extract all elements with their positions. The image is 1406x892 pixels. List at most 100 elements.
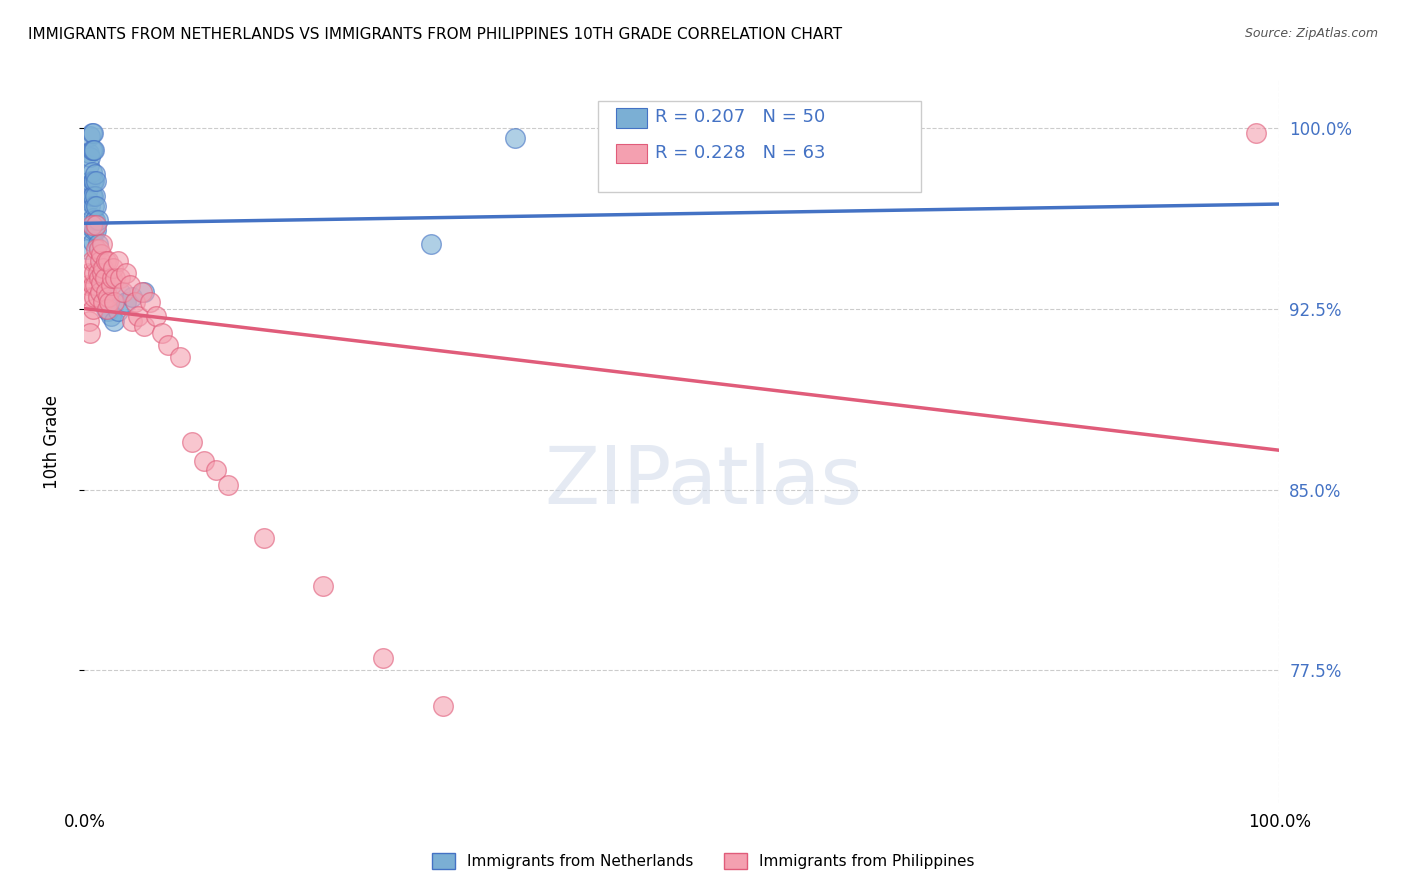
Y-axis label: 10th Grade: 10th Grade <box>42 394 60 489</box>
Point <box>150 326 173 341</box>
Point <box>139 294 162 309</box>
Point <box>86 213 108 227</box>
Point <box>79 174 101 188</box>
Point <box>111 285 134 300</box>
Point <box>205 463 228 477</box>
Point <box>84 277 107 292</box>
Point <box>90 276 112 290</box>
Point <box>79 128 101 143</box>
Point <box>82 235 104 249</box>
Point <box>84 189 107 203</box>
Point <box>79 222 101 236</box>
Point <box>86 290 108 304</box>
Point <box>131 285 153 300</box>
Point <box>91 266 114 280</box>
Point <box>181 434 204 449</box>
Point <box>80 143 103 157</box>
Point <box>97 304 120 318</box>
Point <box>83 222 105 236</box>
Point <box>132 285 156 300</box>
Point <box>93 270 115 285</box>
Point <box>145 310 167 324</box>
Point <box>77 314 100 328</box>
Point <box>100 277 122 292</box>
Point <box>91 270 114 285</box>
Text: ZIPatlas: ZIPatlas <box>544 442 862 521</box>
Point <box>82 302 104 317</box>
Point <box>87 261 110 276</box>
Point <box>89 254 111 268</box>
Point <box>107 254 129 268</box>
Point <box>76 242 98 256</box>
Point <box>89 285 111 300</box>
Point <box>91 237 114 252</box>
Point <box>80 126 103 140</box>
Point <box>93 285 115 300</box>
Point <box>83 143 105 157</box>
Point <box>115 294 138 309</box>
Point <box>373 651 395 665</box>
Point <box>217 478 239 492</box>
Point <box>79 198 101 212</box>
Point <box>118 277 141 292</box>
Text: R = 0.207   N = 50: R = 0.207 N = 50 <box>655 108 825 126</box>
Point <box>96 294 118 309</box>
Point <box>193 454 215 468</box>
Point <box>132 318 156 333</box>
Point <box>110 270 132 285</box>
Point <box>89 270 111 285</box>
Point <box>86 198 108 212</box>
Text: Source: ZipAtlas.com: Source: ZipAtlas.com <box>1244 27 1378 40</box>
Point <box>121 314 143 328</box>
Point <box>90 246 112 260</box>
Point <box>83 266 105 280</box>
Point <box>169 350 191 364</box>
Point <box>84 167 107 181</box>
Point <box>93 294 115 309</box>
Point <box>83 290 105 304</box>
Point <box>77 218 100 232</box>
Point <box>115 266 138 280</box>
Point <box>94 254 117 268</box>
Point <box>77 266 100 280</box>
Point <box>1244 126 1267 140</box>
Point <box>157 338 180 352</box>
Text: R = 0.228   N = 63: R = 0.228 N = 63 <box>655 144 825 161</box>
Point <box>84 254 107 268</box>
Point <box>79 150 101 164</box>
Point <box>77 145 100 160</box>
Point <box>97 290 120 304</box>
Point <box>86 266 108 280</box>
Point <box>104 270 127 285</box>
Point <box>312 579 335 593</box>
Point <box>83 198 105 212</box>
Point <box>420 237 443 252</box>
Point <box>100 310 122 324</box>
Point <box>98 294 121 309</box>
Point <box>97 254 120 268</box>
Point <box>82 277 104 292</box>
Point <box>96 302 118 317</box>
Point <box>86 218 108 232</box>
Point <box>94 302 117 317</box>
Point <box>80 189 103 203</box>
Point <box>87 242 110 256</box>
Point <box>90 285 112 300</box>
Point <box>503 131 526 145</box>
Point <box>83 174 105 188</box>
Point <box>86 222 108 236</box>
Point <box>110 285 132 300</box>
Point <box>103 314 125 328</box>
Point <box>94 285 117 300</box>
Point <box>79 290 101 304</box>
Point <box>101 270 124 285</box>
Point <box>84 213 107 227</box>
Point <box>93 261 115 276</box>
Point <box>107 304 129 318</box>
Point <box>86 237 108 252</box>
Point <box>86 242 108 256</box>
Point <box>121 290 143 304</box>
Point <box>253 531 276 545</box>
Point <box>82 143 104 157</box>
Point <box>80 218 103 232</box>
